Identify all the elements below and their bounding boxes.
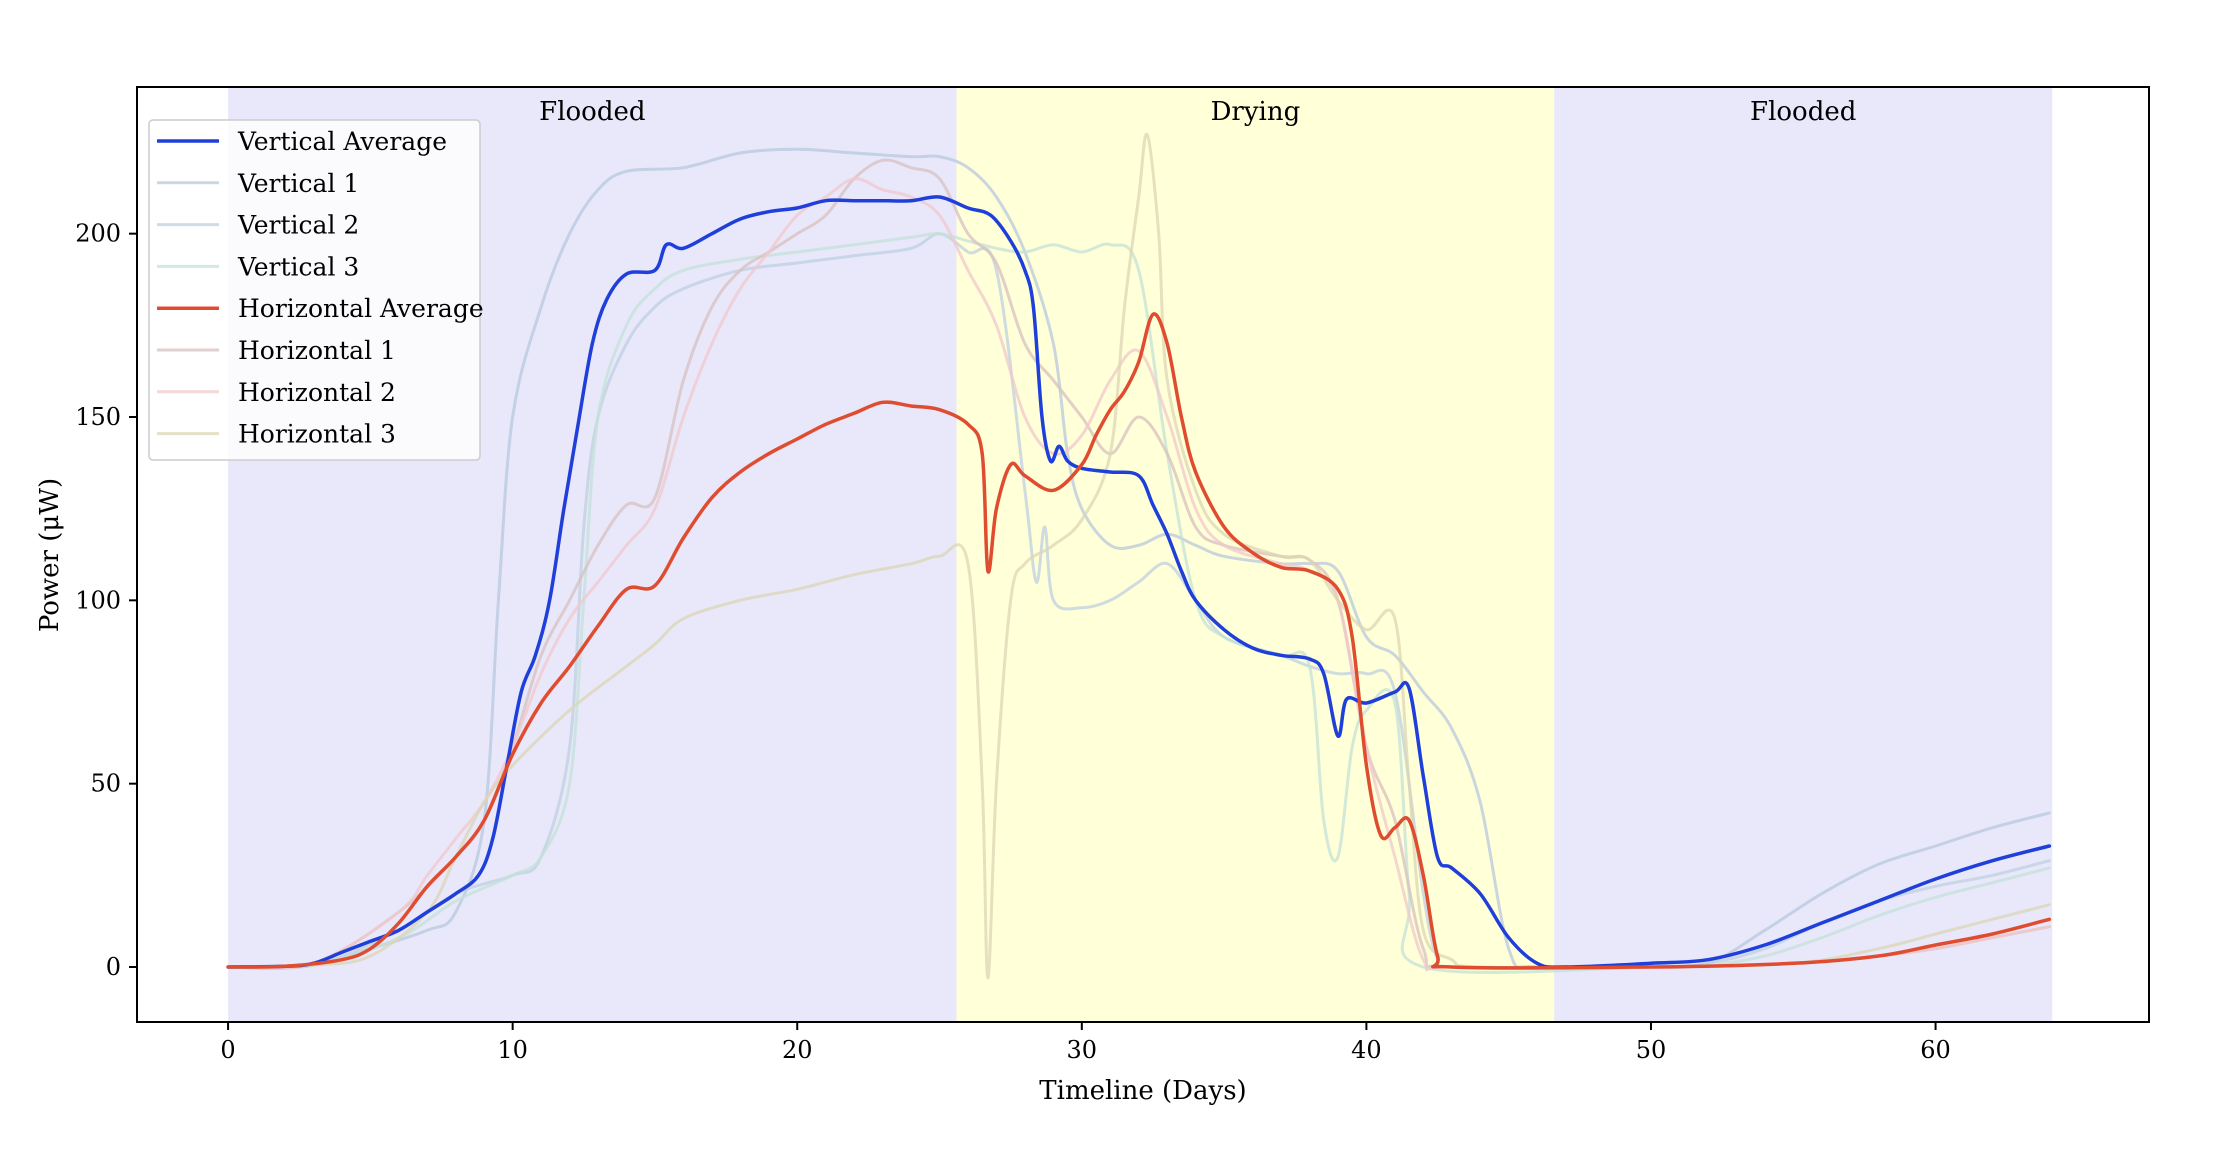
y-tick-label: 200 — [75, 220, 121, 248]
phase-label: Flooded — [1750, 97, 1856, 127]
x-tick-label: 40 — [1351, 1036, 1382, 1064]
x-tick-label: 60 — [1920, 1036, 1951, 1064]
x-tick-label: 10 — [497, 1036, 528, 1064]
y-axis-label: Power (μW) — [35, 478, 65, 632]
x-axis: 0 10 20 30 40 50 60 — [220, 1022, 1951, 1064]
phase-region — [1554, 87, 2053, 1022]
series-line-horizontal-3 — [226, 132, 2051, 980]
legend-box — [148, 119, 481, 461]
y-tick-label: 50 — [90, 770, 121, 798]
x-axis-label: Timeline (Days) — [1039, 1076, 1246, 1106]
series-lines — [226, 132, 2052, 980]
series-line-vertical-average — [226, 195, 2052, 969]
x-tick-label: 50 — [1636, 1036, 1667, 1064]
phase-label: Drying — [1211, 97, 1301, 127]
series-line-horizontal-average — [226, 312, 2052, 970]
y-tick-label: 150 — [75, 403, 121, 431]
y-axis: 0 50 100 150 200 — [75, 220, 137, 981]
legend-label: Horizontal 1 — [238, 336, 396, 365]
legend-label: Horizontal 3 — [238, 420, 396, 449]
legend-label: Horizontal 2 — [238, 378, 396, 407]
legend-label: Vertical 2 — [237, 211, 359, 240]
series-line-horizontal-2 — [226, 177, 2051, 972]
x-tick-label: 0 — [220, 1036, 235, 1064]
legend-label: Horizontal Average — [238, 294, 484, 323]
plot-frame — [136, 86, 2150, 1023]
legend: Vertical Average Vertical 1 Vertical 2 Vert… — [148, 119, 484, 461]
legend-label: Vertical 3 — [237, 252, 359, 281]
phase-label: Flooded — [539, 97, 645, 127]
phase-labels: Flooded Drying Flooded — [539, 97, 1856, 127]
legend-label: Vertical 1 — [237, 169, 359, 198]
x-tick-label: 30 — [1067, 1036, 1098, 1064]
legend-label: Vertical Average — [237, 127, 447, 156]
x-tick-label: 20 — [782, 1036, 813, 1064]
y-tick-label: 0 — [106, 953, 121, 981]
y-tick-label: 100 — [75, 586, 121, 614]
